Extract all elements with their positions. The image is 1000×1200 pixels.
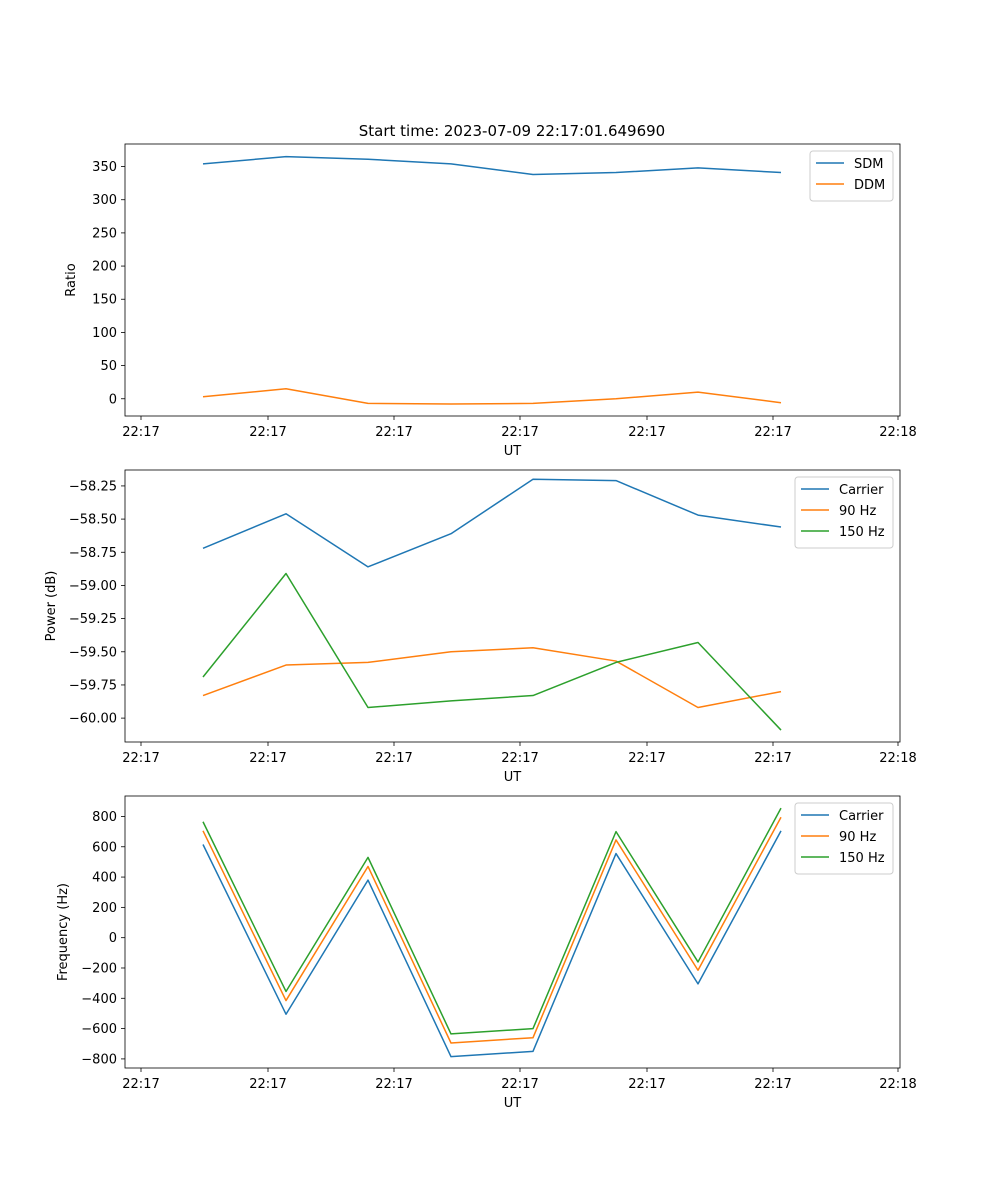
y-tick-label: 200	[92, 901, 117, 916]
chart-panel-2: 22:17 22:17 22:17 22:17 22:17 22:17 22:18 −60.0…	[44, 469, 917, 785]
axes-frame	[124, 469, 901, 743]
x-tick-label: 22:17	[375, 1077, 412, 1092]
x-axis-label: UT	[504, 444, 522, 459]
series-line-sdm	[202, 155, 782, 176]
y-tick-label: 150	[92, 293, 117, 308]
y-tick-label: 250	[92, 226, 117, 241]
plots: 22:17 22:17 22:17 22:17 22:17 22:17 22:18 0 50 10…	[44, 143, 917, 1111]
x-tick-label: 22:18	[879, 751, 916, 766]
series-line-150-hz	[202, 572, 782, 731]
axes-frame	[124, 143, 901, 417]
x-tick-label: 22:17	[375, 751, 412, 766]
y-tick-label: −200	[81, 961, 117, 976]
x-axis-label: UT	[504, 770, 522, 785]
y-tick-label: −400	[81, 992, 117, 1007]
legend-label: 150 Hz	[839, 851, 885, 866]
x-axis-label: UT	[504, 1096, 522, 1111]
y-tick-label: 0	[109, 931, 117, 946]
y-tick-label: 600	[92, 840, 117, 855]
y-axis-label: Ratio	[64, 263, 79, 296]
legend-label: 150 Hz	[839, 525, 885, 540]
series-line-carrier	[202, 478, 782, 568]
x-tick-label: 22:17	[249, 1077, 286, 1092]
chart-panel-3: 22:17 22:17 22:17 22:17 22:17 22:17 22:18 −800 −…	[56, 795, 917, 1111]
series-line-150-hz	[202, 807, 782, 1035]
x-tick-label: 22:18	[879, 1077, 916, 1092]
y-tick-label: −59.75	[69, 678, 117, 693]
axes-frame	[124, 795, 901, 1069]
x-tick-label: 22:17	[501, 1077, 538, 1092]
legend-label: Carrier	[839, 483, 884, 498]
x-tick-label: 22:17	[122, 751, 159, 766]
y-tick-label: −60.00	[69, 712, 117, 727]
x-tick-label: 22:17	[754, 751, 791, 766]
x-tick-label: 22:17	[375, 425, 412, 440]
legend-label: 90 Hz	[839, 504, 876, 519]
y-tick-label: 100	[92, 326, 117, 341]
x-tick-label: 22:17	[122, 425, 159, 440]
series-line-ddm	[202, 388, 782, 405]
x-tick-label: 22:17	[754, 1077, 791, 1092]
x-tick-label: 22:17	[501, 425, 538, 440]
y-tick-label: −59.25	[69, 612, 117, 627]
y-tick-label: 200	[92, 260, 117, 275]
y-tick-label: −58.50	[69, 513, 117, 528]
y-tick-label: −59.00	[69, 579, 117, 594]
legend-label: 90 Hz	[839, 830, 876, 845]
x-tick-label: 22:17	[249, 751, 286, 766]
x-tick-label: 22:17	[628, 1077, 665, 1092]
y-tick-label: −58.75	[69, 546, 117, 561]
figure-title: Start time: 2023-07-09 22:17:01.649690	[359, 122, 665, 140]
legend-label: DDM	[854, 178, 885, 193]
y-tick-label: −58.25	[69, 479, 117, 494]
y-axis-label: Frequency (Hz)	[56, 883, 71, 981]
x-tick-label: 22:17	[754, 425, 791, 440]
x-tick-label: 22:18	[879, 425, 916, 440]
x-tick-label: 22:17	[628, 425, 665, 440]
x-tick-label: 22:17	[122, 1077, 159, 1092]
series-line-90-hz	[202, 647, 782, 709]
y-axis-label: Power (dB)	[44, 571, 59, 642]
y-tick-label: 800	[92, 810, 117, 825]
y-tick-label: −800	[81, 1052, 117, 1067]
y-tick-label: 300	[92, 193, 117, 208]
x-tick-label: 22:17	[249, 425, 286, 440]
series-line-90-hz	[202, 816, 782, 1044]
y-tick-label: −59.50	[69, 645, 117, 660]
series-line-carrier	[202, 830, 782, 1058]
legend-label: Carrier	[839, 809, 884, 824]
y-tick-label: 0	[109, 392, 117, 407]
y-tick-label: 50	[100, 359, 117, 374]
legend-label: SDM	[854, 157, 883, 172]
y-tick-label: 350	[92, 160, 117, 175]
y-tick-label: −600	[81, 1022, 117, 1037]
chart-panel-1: 22:17 22:17 22:17 22:17 22:17 22:17 22:18 0 50 10…	[64, 143, 917, 459]
y-tick-label: 400	[92, 871, 117, 886]
x-tick-label: 22:17	[501, 751, 538, 766]
x-tick-label: 22:17	[628, 751, 665, 766]
